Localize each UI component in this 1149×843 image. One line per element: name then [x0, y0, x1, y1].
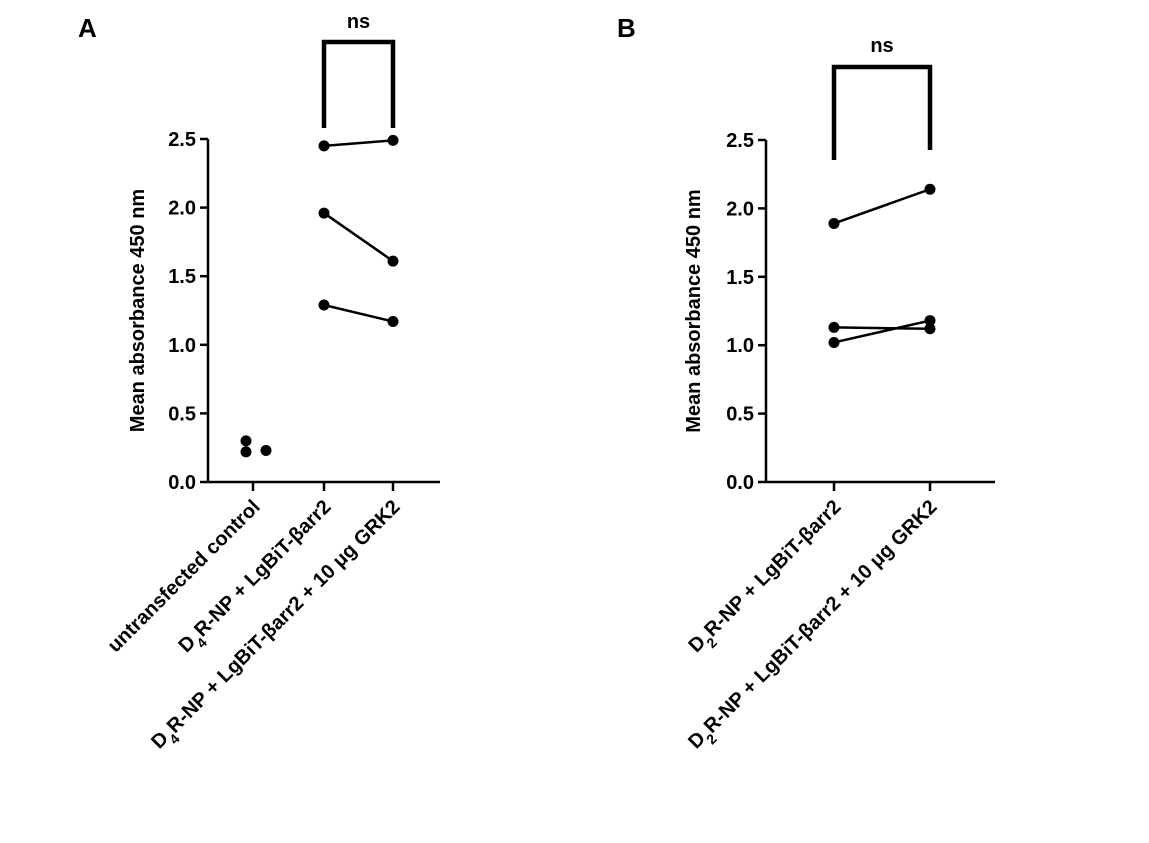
panel-a-data-point [240, 446, 252, 458]
panel-a-pair-line [323, 303, 394, 323]
panel-a-y-tick-label: 2.5 [168, 129, 196, 151]
panel-a-data-point [318, 299, 330, 311]
panel-a-y-tick-label: 0.5 [168, 403, 196, 425]
panel-a-pair-line [323, 212, 394, 263]
panel-a-data-point [318, 207, 330, 219]
panel-b-y-tick-label: 0.0 [726, 472, 754, 494]
panel-a-significance-label: ns [347, 11, 370, 33]
panel-a-data-point [387, 134, 399, 146]
panel-a-letter: A [78, 13, 97, 43]
panel-b-y-tick-label: 2.5 [726, 130, 754, 152]
panel-b-data-point [924, 323, 936, 335]
panel-a: A 0.0 0.5 1.0 1.5 2.0 2.5 Mean absorbance 450 … [78, 11, 440, 758]
panel-a-y-tick-label: 1.0 [168, 335, 196, 357]
panel-a-data-point [240, 435, 252, 447]
panel-b-pair-line [833, 326, 931, 331]
panel-b-y-tick-label: 1.5 [726, 267, 754, 289]
panel-b-y-axis-title: Mean absorbance 450 nm [683, 189, 705, 432]
panel-a-y-tick-label: 2.0 [168, 198, 196, 220]
panel-a-significance-bracket [321, 39, 396, 128]
panel-b-letter: B [617, 13, 636, 43]
panel-b-significance-bracket [831, 64, 933, 160]
panel-b: B 0.0 0.5 1.0 1.5 2.0 2.5 Mean absorbance 450 … [617, 13, 995, 753]
panel-b-y-tick-label: 1.0 [726, 335, 754, 357]
panel-b-data-point [828, 217, 840, 229]
panel-b-y-tick-label: 2.0 [726, 198, 754, 220]
panel-b-data-point [828, 321, 840, 333]
panel-a-y-tick-label: 1.5 [168, 266, 196, 288]
panel-a-pair-line [323, 139, 394, 148]
panel-a-data-point [387, 255, 399, 267]
panel-a-y-axis-title: Mean absorbance 450 nm [127, 189, 149, 432]
panel-b-data-point [924, 183, 936, 195]
panel-b-data-point [828, 336, 840, 348]
panel-b-pair-line [833, 188, 931, 225]
panel-b-data-point [924, 315, 936, 327]
panel-b-significance-label: ns [870, 35, 893, 57]
panel-b-pair-line [833, 319, 931, 344]
panel-b-category-label: D2R-NP + LgBiT-βarr2 [684, 496, 849, 661]
panel-a-data-point [387, 315, 399, 327]
panel-a-data-point [318, 140, 330, 152]
panel-a-category-label: D4R-NP + LgBiT-βarr2 + 10 μg GRK2 [147, 496, 409, 758]
panel-b-y-tick-label: 0.5 [726, 404, 754, 426]
panel-a-data-point [260, 444, 272, 456]
panel-a-y-tick-label: 0.0 [168, 472, 196, 494]
